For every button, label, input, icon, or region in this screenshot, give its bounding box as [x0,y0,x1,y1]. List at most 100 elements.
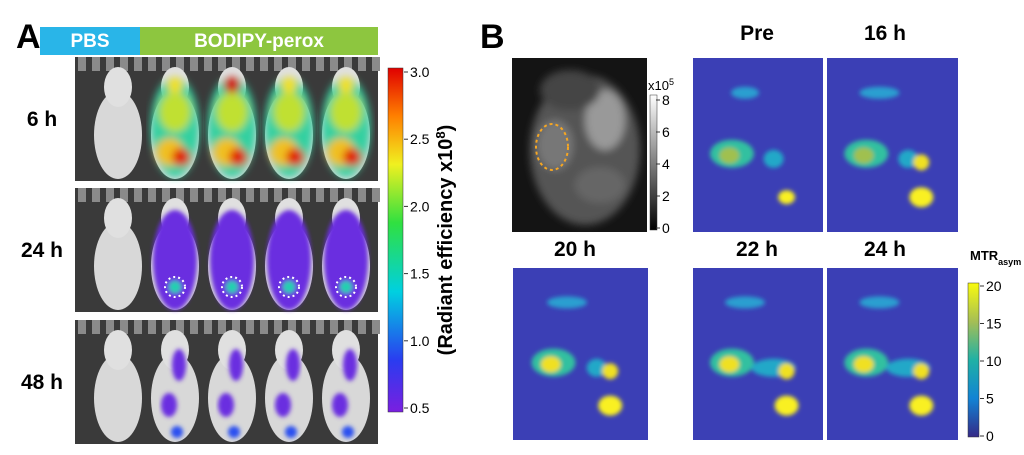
cage-bar [358,57,366,71]
blob [763,149,784,168]
cage-bar [190,320,198,334]
blob [913,154,930,171]
header-control: PBS [70,31,109,52]
header-treatment-box [140,27,378,55]
panel-label: B [480,18,505,56]
cage-bar [134,188,142,202]
cage-bar [330,320,338,334]
mtr-map [693,268,823,440]
cage-bar [316,188,324,202]
blob [586,358,607,377]
mouse [94,330,142,442]
heat [265,77,313,177]
heat [169,281,181,293]
heat [322,77,370,177]
cage-bar [78,320,86,334]
cage-bar [92,57,100,71]
mtr-map [693,58,823,232]
timepoint-label: 16 h [864,22,906,45]
heat [285,426,297,438]
roi-circle [335,276,357,298]
mouse [208,330,256,442]
colorbar-tick-label: 2 [662,188,670,204]
cage-bar [274,188,282,202]
heat [159,92,191,132]
colorbar-tick-label: 20 [986,278,1002,294]
mouse-body [94,91,142,179]
blob [774,395,799,416]
mouse [151,198,199,310]
mouse [208,198,256,310]
cage-bar [372,320,380,334]
heat [275,393,291,417]
blob [778,190,795,205]
cage-bar [330,188,338,202]
heat [343,148,361,166]
mouse [265,198,313,310]
unit-text: x10 [648,78,669,93]
blob [598,395,623,416]
cage-bar [232,320,240,334]
heat [228,426,240,438]
mtr-blobs [710,86,795,205]
colorbar-tick-label: 10 [986,353,1002,369]
cage-bar [232,57,240,71]
mtr-sub: asym [998,257,1021,267]
heat [267,210,311,310]
cage-bar [260,320,268,334]
heat [161,393,177,417]
cage-bar [288,320,296,334]
heat [153,210,197,310]
colorbar-tick-label: 8 [662,92,670,108]
blob [913,363,930,380]
cage-bar [316,57,324,71]
blob [719,356,740,373]
cage-bar [274,320,282,334]
blob [853,147,874,164]
colorbar-tick-label: 5 [986,391,994,407]
cage-bar [218,188,226,202]
heat [210,210,254,310]
cage-bar [134,57,142,71]
cage-bar [78,188,86,202]
cage-bar [344,188,352,202]
heat [267,210,311,310]
cage-bar [92,188,100,202]
cage-bar [302,188,310,202]
cage-bar [162,57,170,71]
mouse [151,330,199,442]
heat [224,77,240,93]
mouse [151,67,199,179]
cage-bar [246,57,254,71]
roi-circle [535,123,569,171]
heat [218,349,243,438]
heat [286,349,300,381]
blob [731,86,759,99]
heat [229,349,243,381]
row-label: 6 h [27,108,57,131]
header-control-box [40,27,140,55]
anatomy-unit: x105 [648,77,674,93]
mouse [322,67,370,179]
mtr-blobs [844,296,934,416]
cage-bar [218,57,226,71]
blob [778,363,795,380]
header-treatment: BODIPY-perox [194,31,324,52]
mouse [265,330,313,442]
mtr-map [827,268,958,440]
timepoint-label: 24 h [864,238,906,261]
heat [226,281,238,293]
blob [725,296,765,309]
cage-bar [120,320,128,334]
title-sup: 8 [433,131,448,138]
roi-circle [164,276,186,298]
cage-bar [204,320,212,334]
cage-bar [274,57,282,71]
cage-bar [148,320,156,334]
anatomy-texture [530,70,640,225]
cage-bar [288,57,296,71]
mouse-head [104,67,132,107]
cage-bar [176,320,184,334]
mouse-body [94,354,142,442]
roi-circle [221,276,243,298]
